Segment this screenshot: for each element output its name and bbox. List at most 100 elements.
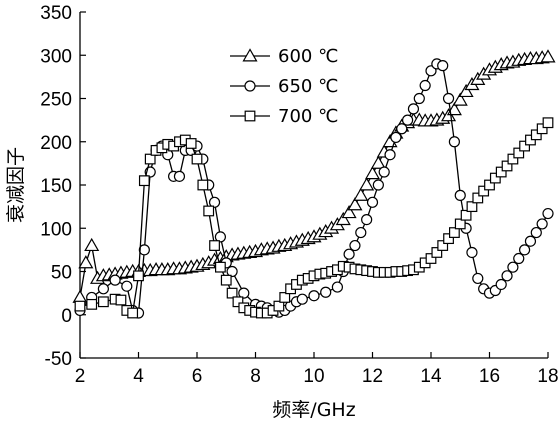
data-point-circle — [121, 280, 133, 292]
data-point-square — [478, 185, 490, 197]
series-square — [74, 117, 554, 319]
data-point-square — [449, 227, 460, 238]
data-point-circle — [437, 60, 449, 72]
tick-labels: 2 4 6 8 10 12 14 16 18 -50 0 50 100 150 200 250 300 350 — [40, 3, 558, 387]
data-point-square — [220, 274, 232, 286]
data-point-circle — [173, 170, 186, 182]
data-point-square — [203, 205, 215, 217]
data-point-circle — [366, 196, 379, 208]
data-point-square — [501, 160, 513, 172]
legend-label: 700 ℃ — [278, 106, 338, 127]
data-point-circle — [536, 218, 548, 230]
data-point-circle — [384, 149, 396, 161]
data-point-square — [127, 307, 139, 319]
data-point-square — [513, 147, 525, 159]
data-point-square — [215, 261, 226, 273]
legend-entry: 600 ℃ — [230, 46, 338, 67]
data-point-triangle — [78, 255, 94, 269]
data-point-square — [133, 270, 144, 282]
data-point-circle — [308, 290, 320, 302]
data-point-square — [226, 287, 238, 299]
data-point-square — [495, 166, 507, 178]
data-point-square — [232, 296, 244, 308]
data-point-square — [425, 253, 437, 264]
data-point-square — [144, 153, 156, 165]
legend-entry: 650 ℃ — [230, 76, 338, 97]
data-point-square — [454, 218, 466, 230]
data-point-circle — [513, 252, 525, 265]
data-point-circle — [448, 136, 460, 148]
y-tick-label: 0 — [61, 306, 72, 327]
x-tick-label: 18 — [537, 366, 558, 387]
data-point-circle — [97, 283, 110, 295]
data-point-triangle — [72, 289, 88, 303]
x-tick-label: 4 — [133, 366, 144, 387]
series-line-square — [79, 122, 549, 314]
data-point-circle — [472, 272, 484, 285]
data-point-circle — [355, 226, 367, 239]
data-point-triangle — [335, 211, 351, 226]
legend-marker-triangle — [242, 48, 258, 62]
data-point-square — [97, 296, 109, 308]
data-point-triangle — [341, 204, 357, 219]
series-triangle — [72, 49, 556, 303]
data-point-circle — [419, 79, 431, 92]
data-point-circle — [320, 286, 332, 298]
data-point-square — [484, 179, 495, 191]
data-point-triangle — [84, 237, 100, 252]
data-point-circle — [390, 131, 402, 144]
x-tick-label: 14 — [420, 366, 442, 387]
data-point-circle — [378, 166, 390, 178]
y-tick-label: 150 — [40, 176, 72, 197]
y-tick-label: -50 — [45, 349, 72, 370]
data-point-square — [115, 294, 127, 306]
data-point-square — [519, 140, 530, 152]
data-point-triangle — [446, 102, 462, 116]
data-point-circle — [454, 189, 466, 201]
data-point-circle — [402, 114, 414, 126]
data-point-circle — [524, 235, 537, 247]
data-point-circle — [343, 248, 355, 260]
data-point-circle — [530, 226, 542, 239]
data-point-circle — [507, 261, 519, 273]
data-point-square — [197, 179, 209, 191]
data-point-circle — [214, 231, 226, 243]
data-point-triangle — [347, 197, 363, 211]
data-point-triangle — [540, 49, 556, 63]
data-point-circle — [407, 103, 420, 115]
data-point-circle — [138, 244, 150, 256]
legend-entry: 700 ℃ — [230, 106, 338, 127]
legend-label: 600 ℃ — [278, 46, 338, 67]
data-point-circle — [442, 92, 455, 105]
data-point-circle — [109, 274, 121, 286]
data-point-square — [191, 153, 203, 165]
data-point-circle — [413, 92, 425, 105]
x-tick-label: 16 — [479, 366, 500, 387]
y-axis-title: 衰减因子 — [5, 147, 27, 223]
data-point-square — [460, 209, 472, 221]
data-point-triangle — [364, 166, 381, 180]
y-tick-label: 350 — [40, 3, 72, 24]
data-point-square — [279, 292, 291, 303]
data-point-triangle — [353, 187, 369, 201]
data-point-triangle — [452, 92, 468, 106]
data-point-triangle — [458, 83, 474, 98]
data-point-circle — [296, 293, 308, 305]
y-tick-label: 200 — [40, 133, 72, 154]
data-point-circle — [208, 196, 221, 208]
x-tick-label: 2 — [75, 366, 86, 387]
x-tick-label: 8 — [250, 366, 261, 387]
data-point-square — [86, 298, 98, 310]
data-point-circle — [518, 244, 531, 256]
data-point-circle — [331, 281, 343, 293]
data-point-square — [209, 240, 220, 251]
x-tick-label: 12 — [362, 366, 383, 387]
data-point-circle — [238, 287, 250, 299]
y-tick-label: 100 — [40, 219, 72, 240]
legend: 600 ℃ 650 ℃ 700 ℃ — [230, 46, 338, 127]
data-point-circle — [501, 270, 513, 282]
x-axis-title: 频率/GHz — [272, 399, 355, 421]
data-point-square — [437, 240, 449, 251]
data-point-square — [507, 153, 519, 165]
